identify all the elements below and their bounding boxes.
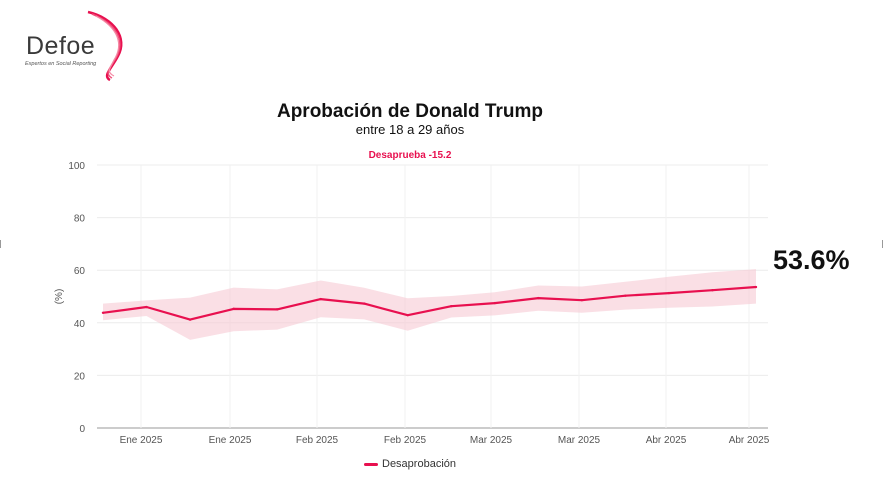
data-point: [754, 285, 758, 289]
confidence-band: [103, 269, 756, 340]
current-value-label: 53.6%: [773, 245, 850, 275]
x-tick-label: Ene 2025: [209, 435, 252, 446]
series-line-layer: [101, 285, 758, 321]
data-point: [406, 313, 409, 317]
chart-title: Aprobación de Donald Trump: [276, 101, 543, 122]
right-edge-marker: [882, 240, 886, 248]
data-point: [232, 307, 235, 311]
data-point: [667, 291, 671, 295]
y-tick-label: 100: [68, 161, 85, 172]
y-tick-label: 0: [79, 424, 85, 435]
y-tick-label: 60: [74, 266, 86, 277]
data-point: [319, 297, 322, 301]
data-point: [275, 308, 279, 311]
x-tick-label: Mar 2025: [558, 435, 601, 446]
data-point: [145, 305, 148, 309]
data-point: [188, 318, 192, 321]
x-tick-label: Feb 2025: [384, 435, 427, 446]
data-point: [711, 288, 714, 292]
y-tick-label: 20: [74, 371, 86, 382]
left-edge-marker: [0, 240, 4, 248]
data-point: [101, 311, 105, 315]
y-tick-label: 40: [74, 319, 86, 330]
chart-annotation: Desaprueba -15.2: [368, 150, 452, 161]
y-tick-label: 80: [74, 214, 86, 225]
data-point: [450, 305, 453, 308]
legend-label: Desaprobación: [382, 458, 456, 470]
x-tick-label: Feb 2025: [296, 435, 339, 446]
logo-swirl-icon: [87, 10, 123, 82]
confidence-band-layer: [103, 269, 756, 340]
axes: 0 20 40 60 80 100 Ene 2025 Ene 2025 Feb 2025 Feb …: [54, 161, 770, 446]
data-point: [624, 294, 627, 297]
logo-brand: Defoe: [26, 32, 96, 60]
x-tick-label: Abr 2025: [729, 435, 770, 446]
x-tick-label: Ene 2025: [120, 435, 163, 446]
chart-legend[interactable]: Desaprobación: [0, 458, 820, 470]
defoe-logo: Defoe Expertos en Social Reporting: [22, 10, 132, 82]
data-point: [537, 296, 540, 300]
legend-swatch: [364, 462, 378, 466]
y-axis-label: (%): [54, 289, 65, 305]
data-point: [363, 302, 366, 305]
x-tick-label: Mar 2025: [470, 435, 513, 446]
chart-subtitle: entre 18 a 29 años: [355, 122, 465, 137]
data-point: [493, 301, 496, 305]
series-line-desaprobacion: [102, 285, 757, 321]
x-tick-label: Abr 2025: [646, 435, 687, 446]
logo-tagline: Expertos en Social Reporting: [25, 61, 97, 67]
data-point: [580, 298, 584, 302]
